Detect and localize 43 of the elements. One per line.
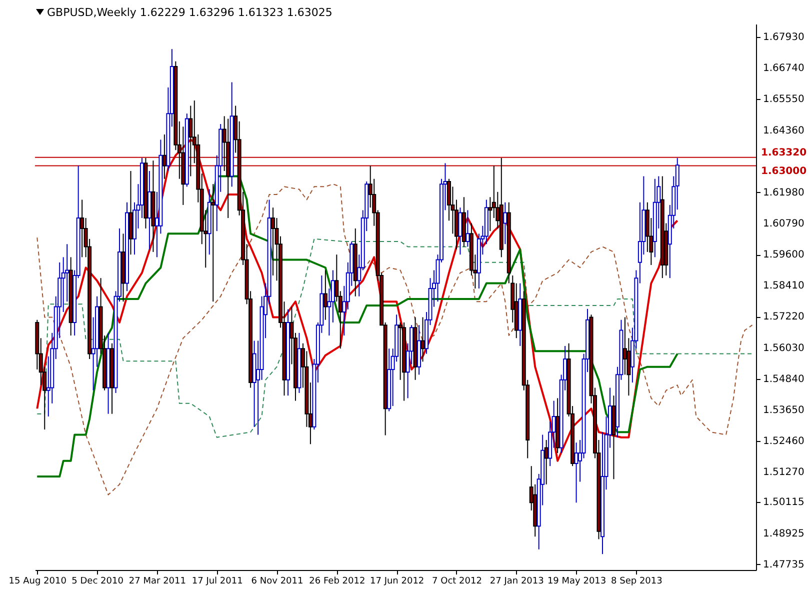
candlestick	[420, 316, 425, 362]
y-tick-label: 1.54840	[763, 374, 804, 385]
y-tick-label: 1.51270	[763, 467, 804, 478]
y-tick-label: 1.52460	[763, 436, 804, 448]
candlestick	[162, 134, 166, 180]
x-tick-label: 26 Feb 2012	[309, 576, 366, 586]
y-tick-label: 1.66740	[763, 63, 804, 74]
y-tick-label: 1.67930	[763, 32, 804, 44]
line-series	[36, 238, 753, 438]
y-tick-label: 1.64360	[763, 125, 804, 136]
y-tick-label: 1.48925	[763, 528, 804, 540]
candlestick	[574, 442, 578, 504]
line-series	[36, 175, 678, 478]
y-tick-label: 1.57220	[763, 312, 804, 323]
candlestick	[80, 199, 84, 258]
candlestick	[323, 270, 328, 320]
x-tick-label: 6 Nov 2011	[251, 576, 304, 586]
candlestick	[211, 184, 216, 302]
y-tick-label: 1.59600	[763, 250, 804, 261]
x-tick-label: 19 May 2013	[547, 576, 606, 586]
x-tick-label: 17 Jul 2011	[192, 576, 243, 586]
y-tick-label: 1.47735	[763, 559, 804, 570]
y-tick-label: 1.53650	[763, 404, 804, 416]
ref-line-label: 1.63000	[761, 166, 807, 177]
candlestick	[458, 207, 462, 256]
candlestick	[466, 210, 470, 248]
x-tick-label: 5 Dec 2010	[72, 576, 124, 586]
chart-title: GBPUSD,Weekly 1.62229 1.63296 1.61323 1.63025	[47, 6, 332, 19]
ref-line-label: 1.63320	[761, 147, 807, 158]
line-series	[36, 184, 753, 496]
y-tick-label: 1.58410	[763, 280, 804, 292]
candlestick	[503, 202, 508, 245]
x-tick-label: 8 Sep 2013	[611, 576, 662, 586]
x-tick-label: 15 Aug 2010	[8, 576, 67, 586]
x-tick-label: 17 Jun 2012	[370, 576, 424, 586]
y-tick-label: 1.60790	[763, 218, 804, 230]
y-tick-label: 1.50115	[763, 497, 804, 508]
x-tick-label: 27 Mar 2011	[128, 576, 186, 586]
x-tick-label: 7 Oct 2012	[432, 576, 482, 586]
x-tick-label: 27 Jan 2013	[490, 576, 544, 586]
y-tick-label: 1.56030	[763, 342, 804, 354]
y-tick-label: 1.61980	[763, 187, 804, 198]
y-tick-label: 1.65550	[763, 94, 804, 106]
